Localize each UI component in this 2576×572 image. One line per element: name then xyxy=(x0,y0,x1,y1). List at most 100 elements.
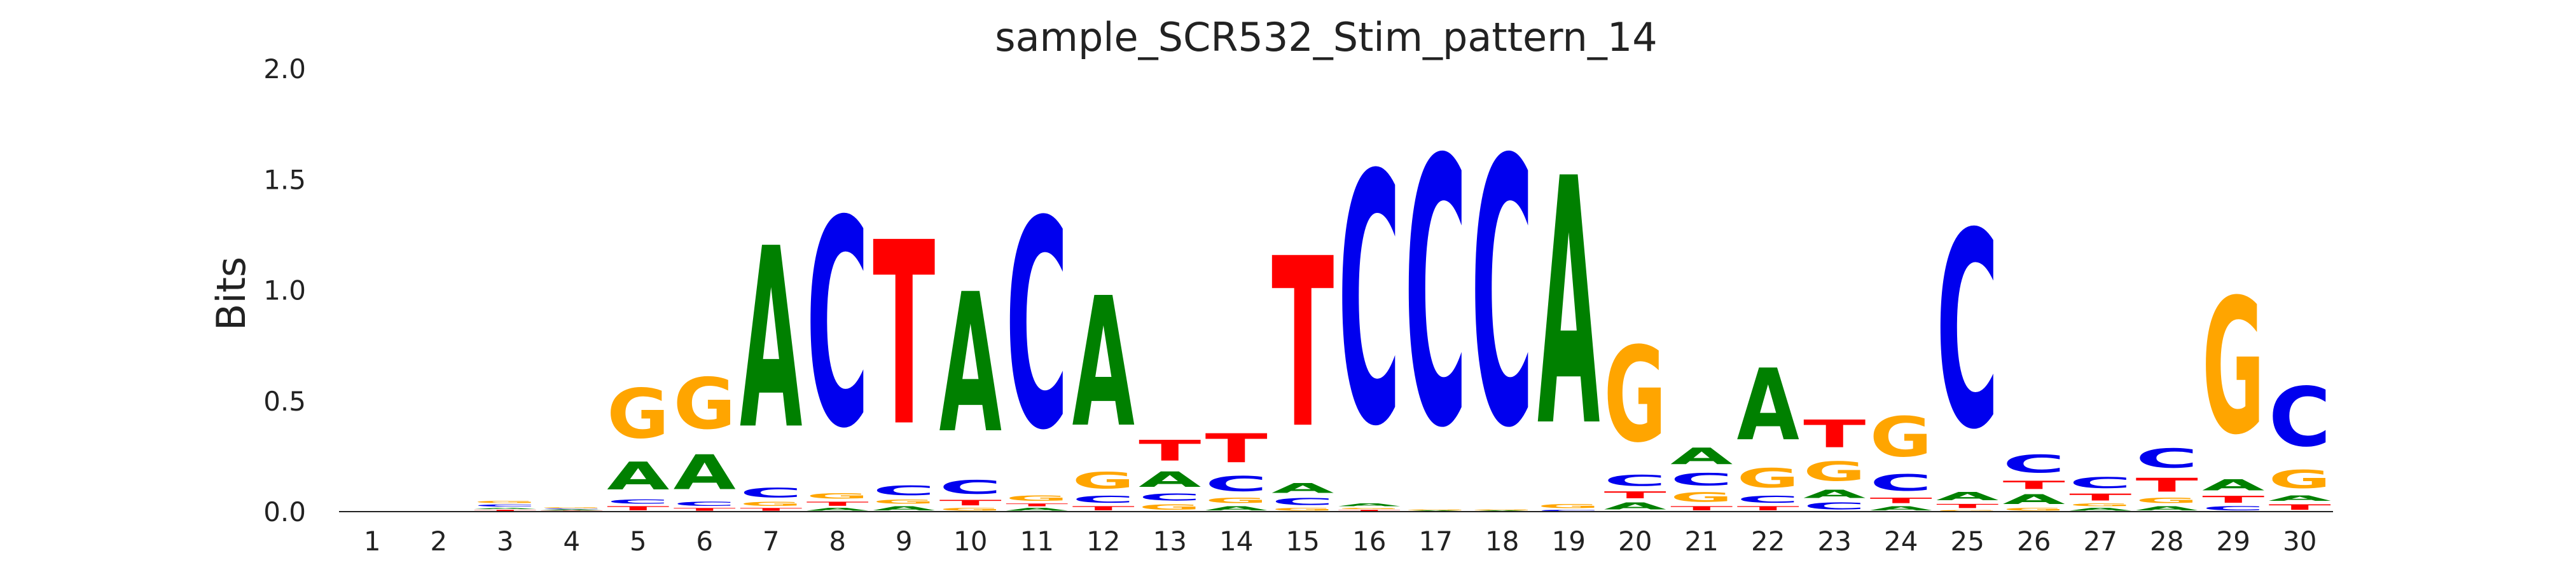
logo-letter-g: G xyxy=(1072,467,1135,494)
logo-letter-c: C xyxy=(1670,470,1733,489)
logo-letter-t: T xyxy=(1670,505,1733,512)
logo-letter-a: A xyxy=(873,505,936,512)
logo-letter-t: T xyxy=(2136,474,2198,496)
logo-letter-g: G xyxy=(1936,510,1998,512)
x-tick-label: 11 xyxy=(1020,526,1054,557)
logo-letter-t: T xyxy=(740,507,802,512)
logo-letter-t: T xyxy=(1271,209,1334,480)
logo-letter-t: T xyxy=(1205,426,1268,472)
x-tick-label: 13 xyxy=(1153,526,1187,557)
x-tick-label: 22 xyxy=(1751,526,1785,557)
x-tick-label: 17 xyxy=(1419,526,1453,557)
logo-letter-c: C xyxy=(2003,450,2065,479)
logo-letter-g: G xyxy=(740,501,802,507)
logo-letter-g: G xyxy=(674,364,736,445)
logo-letter-a: A xyxy=(1670,443,1733,470)
logo-letter-t: T xyxy=(1604,489,1666,500)
logo-letter-t: T xyxy=(1338,510,1401,512)
x-axis-ticks: 1 2 3 4 5 6 7 8 9 10 11 12 13 14 15 16 17 18 19 20 21 22 23 24 2… xyxy=(364,526,2317,557)
logo-letter-c: C xyxy=(1139,492,1201,503)
logo-letter-c: C xyxy=(674,501,736,507)
logo-letter-c: C xyxy=(873,483,935,498)
logo-letter-a: A xyxy=(1870,505,1933,512)
logo-letter-a: A xyxy=(1537,107,1600,501)
logo-letter-t: T xyxy=(1870,496,1933,505)
logo-letter-g: G xyxy=(2202,259,2264,475)
x-tick-label: 15 xyxy=(1286,526,1320,557)
logo-letter-a: A xyxy=(607,454,670,498)
logo-letter-c: C xyxy=(1803,501,1866,512)
logo-letter-a: A xyxy=(474,507,537,509)
x-tick-label: 10 xyxy=(953,526,987,557)
logo-letter-a: A xyxy=(674,445,736,500)
logo-letter-c: C xyxy=(1404,84,1467,508)
x-tick-label: 30 xyxy=(2283,526,2316,557)
logo-letter-c: C xyxy=(1537,510,1600,512)
logo-letter-t: T xyxy=(2202,494,2264,505)
logo-stacks: TACGTACGTCAGTCAGTGCAATGCAGCTGTCAATGCTCGA… xyxy=(474,84,2331,512)
logo-letter-c: C xyxy=(807,160,869,491)
logo-letter-a: A xyxy=(1604,501,1666,512)
logo-letter-c: C xyxy=(2269,370,2331,465)
logo-letter-g: G xyxy=(1271,507,1334,512)
logo-letter-a: A xyxy=(1006,507,1069,512)
logo-letter-a: A xyxy=(2069,507,2132,512)
logo-letter-c: C xyxy=(1338,102,1401,502)
logo-letter-c: C xyxy=(1604,472,1666,489)
y-tick-label: 0.5 xyxy=(263,386,306,417)
logo-letter-g: G xyxy=(2136,496,2198,505)
logo-letter-t: T xyxy=(2069,492,2131,503)
logo-letter-g: G xyxy=(541,507,603,508)
logo-letter-t: T xyxy=(873,189,936,482)
logo-letter-t: T xyxy=(1737,505,1800,512)
x-tick-label: 7 xyxy=(763,526,780,557)
x-tick-label: 18 xyxy=(1485,526,1519,557)
logo-letter-g: G xyxy=(1537,503,1600,509)
x-tick-label: 2 xyxy=(430,526,447,557)
logo-letter-a: A xyxy=(1205,505,1268,512)
logo-position-stack: AGC xyxy=(1404,84,1467,512)
logo-letter-c: C xyxy=(2136,443,2198,473)
logo-letter-a: A xyxy=(2136,505,2199,512)
logo-letter-t: T xyxy=(939,498,1002,507)
logo-letter-g: G xyxy=(1404,510,1467,511)
logo-letter-g: G xyxy=(1006,494,1068,503)
logo-letter-c: C xyxy=(740,485,802,500)
logo-letter-t: T xyxy=(474,510,536,512)
logo-letter-g: G xyxy=(2069,503,2131,507)
logo-letter-g: G xyxy=(474,501,536,504)
x-tick-label: 16 xyxy=(1352,526,1386,557)
logo-letter-g: G xyxy=(807,492,869,501)
logo-letter-c: C xyxy=(1072,494,1135,505)
logo-letter-a: A xyxy=(1271,481,1334,496)
y-tick-label: 1.0 xyxy=(263,275,306,306)
logo-letter-t: T xyxy=(1936,503,1999,509)
logo-letter-a: A xyxy=(2003,492,2065,507)
x-tick-label: 4 xyxy=(563,526,580,557)
x-tick-label: 26 xyxy=(2017,526,2051,557)
logo-letter-g: G xyxy=(1471,510,1534,511)
x-tick-label: 21 xyxy=(1685,526,1719,557)
logo-letter-t: T xyxy=(674,507,736,512)
logo-letter-g: G xyxy=(873,498,935,505)
logo-letter-a: A xyxy=(1936,489,1998,503)
logo-letter-c: C xyxy=(1006,161,1068,493)
